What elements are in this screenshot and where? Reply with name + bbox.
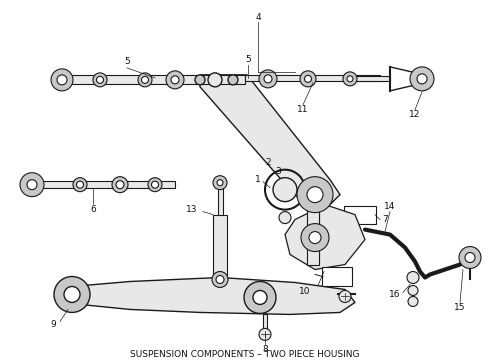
- Circle shape: [259, 70, 277, 88]
- Circle shape: [148, 178, 162, 192]
- Text: 15: 15: [454, 303, 466, 312]
- Circle shape: [407, 271, 419, 283]
- Text: 4: 4: [255, 13, 261, 22]
- Circle shape: [208, 73, 222, 87]
- Circle shape: [151, 181, 158, 188]
- Circle shape: [408, 285, 418, 296]
- Circle shape: [259, 328, 271, 341]
- Circle shape: [112, 177, 128, 193]
- Circle shape: [347, 76, 353, 82]
- Text: 13: 13: [186, 205, 198, 214]
- Text: 14: 14: [384, 202, 396, 211]
- Circle shape: [97, 76, 103, 84]
- Polygon shape: [68, 278, 355, 314]
- Circle shape: [20, 173, 44, 197]
- FancyBboxPatch shape: [322, 266, 352, 287]
- Text: 11: 11: [297, 105, 309, 114]
- Text: 1: 1: [255, 175, 261, 184]
- FancyBboxPatch shape: [213, 215, 227, 275]
- Circle shape: [217, 180, 223, 186]
- Circle shape: [465, 253, 475, 262]
- Circle shape: [51, 69, 73, 91]
- Text: 8: 8: [262, 345, 268, 354]
- Circle shape: [195, 75, 205, 85]
- Text: 5: 5: [124, 57, 130, 66]
- Circle shape: [93, 73, 107, 87]
- Circle shape: [216, 275, 224, 283]
- Circle shape: [171, 76, 179, 84]
- Circle shape: [27, 180, 37, 190]
- FancyBboxPatch shape: [218, 180, 222, 225]
- Circle shape: [142, 76, 148, 84]
- Text: 2: 2: [265, 158, 271, 167]
- Circle shape: [417, 74, 427, 84]
- Polygon shape: [285, 204, 365, 270]
- Circle shape: [301, 224, 329, 252]
- Text: 9: 9: [50, 320, 56, 329]
- Circle shape: [339, 291, 351, 302]
- Circle shape: [73, 178, 87, 192]
- Circle shape: [408, 297, 418, 306]
- Circle shape: [64, 287, 80, 302]
- Circle shape: [307, 187, 323, 203]
- Circle shape: [273, 178, 297, 202]
- Text: 7: 7: [382, 215, 388, 224]
- FancyBboxPatch shape: [307, 210, 319, 265]
- Circle shape: [244, 282, 276, 314]
- FancyBboxPatch shape: [245, 75, 380, 81]
- FancyBboxPatch shape: [311, 210, 319, 260]
- Circle shape: [57, 75, 67, 85]
- Circle shape: [76, 181, 83, 188]
- Text: 3: 3: [275, 167, 281, 176]
- Text: 10: 10: [299, 287, 311, 296]
- Circle shape: [166, 71, 184, 89]
- FancyBboxPatch shape: [263, 314, 267, 332]
- Circle shape: [343, 72, 357, 86]
- Circle shape: [212, 271, 228, 288]
- Text: SUSPENSION COMPONENTS – TWO PIECE HOUSING: SUSPENSION COMPONENTS – TWO PIECE HOUSIN…: [130, 350, 360, 359]
- FancyBboxPatch shape: [350, 76, 390, 81]
- Circle shape: [213, 176, 227, 190]
- Circle shape: [297, 177, 333, 213]
- Text: 5: 5: [245, 55, 251, 64]
- Text: 6: 6: [90, 205, 96, 214]
- FancyBboxPatch shape: [28, 181, 175, 188]
- Circle shape: [138, 73, 152, 87]
- Circle shape: [459, 247, 481, 269]
- Circle shape: [279, 212, 291, 224]
- FancyBboxPatch shape: [55, 75, 245, 84]
- Circle shape: [410, 67, 434, 91]
- Circle shape: [309, 231, 321, 244]
- Circle shape: [116, 181, 124, 189]
- Circle shape: [264, 75, 272, 83]
- FancyBboxPatch shape: [344, 206, 376, 224]
- Circle shape: [304, 75, 312, 82]
- Circle shape: [228, 75, 238, 85]
- Circle shape: [300, 71, 316, 87]
- Circle shape: [54, 276, 90, 312]
- Circle shape: [253, 291, 267, 305]
- Polygon shape: [200, 75, 340, 210]
- Text: 12: 12: [409, 110, 421, 119]
- Text: 16: 16: [389, 290, 401, 299]
